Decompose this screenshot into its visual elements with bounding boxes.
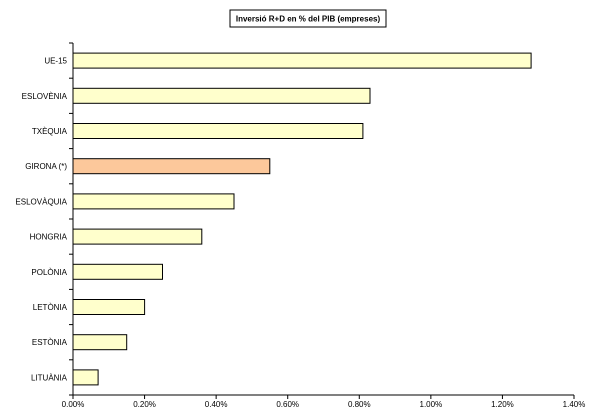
plot-area: UE-15 ESLOVÈNIA TXÈQUIA GIRONA (*) ESLOVÀQUI… [15, 42, 586, 409]
category-label-ue-15: UE-15 [44, 57, 67, 66]
bar-polonia [72, 263, 163, 280]
category-label-girona: GIRONA (*) [25, 162, 67, 171]
category-label-eslovaquia: ESLOVÀQUIA [15, 197, 67, 206]
x-tick-label: 1.00% [420, 400, 443, 409]
x-tick-label: 0.00% [62, 400, 85, 409]
category-label-polonia: POLÒNIA [31, 268, 67, 277]
bar-estonia [72, 334, 128, 351]
category-label-hongria: HONGRIA [30, 233, 68, 242]
bar-letonia [72, 299, 146, 315]
x-tick-label: 0.20% [133, 400, 156, 409]
bar-eslovenia [72, 87, 371, 104]
bar-ue-15 [72, 52, 532, 69]
bar-txequia [72, 123, 364, 139]
chart-title-frame [229, 9, 387, 28]
x-tick-label: 0.40% [205, 400, 228, 409]
category-label-eslovenia: ESLOVÈNIA [22, 92, 68, 101]
chart-title-box: Inversió R+D en % del PIB (empreses) [229, 9, 387, 28]
bar-lituania [72, 369, 99, 386]
category-label-lituania: LITUÀNIA [31, 373, 68, 382]
chart-title: Inversió R+D en % del PIB (empreses) [236, 15, 381, 24]
x-tick-label: 0.60% [276, 400, 299, 409]
bar-eslovaquia [72, 193, 235, 210]
x-tick-label: 1.40% [563, 400, 586, 409]
x-tick-label: 1.20% [491, 400, 514, 409]
bar-hongria [72, 228, 203, 245]
category-label-letonia: LETÒNIA [33, 303, 68, 312]
bar-girona [72, 158, 271, 175]
x-tick-label: 0.80% [348, 400, 371, 409]
category-label-txequia: TXÈQUIA [32, 127, 68, 136]
category-label-estonia: ESTÒNIA [32, 338, 68, 347]
